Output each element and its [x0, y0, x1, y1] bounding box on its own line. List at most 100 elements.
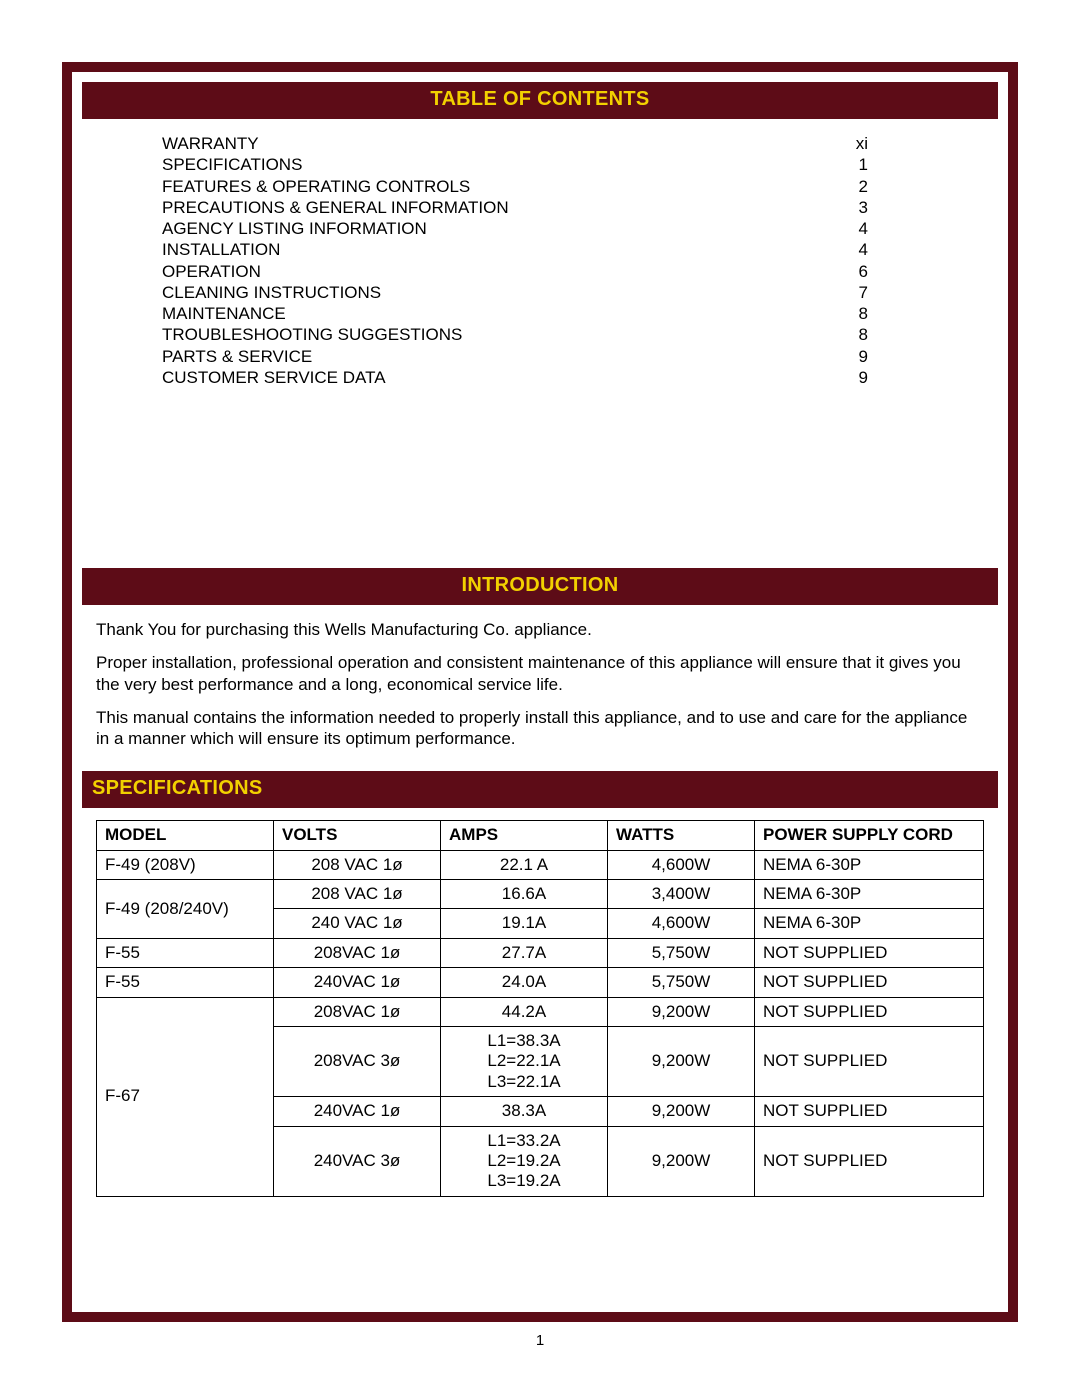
toc-row: OPERATION 6: [162, 261, 868, 282]
cell-volts: 240 VAC 1ø: [274, 909, 441, 938]
toc-label: CLEANING INSTRUCTIONS: [162, 282, 381, 303]
toc-row: CUSTOMER SERVICE DATA 9: [162, 367, 868, 388]
cell-amps: 27.7A: [441, 938, 608, 967]
cell-cord: NOT SUPPLIED: [755, 1126, 984, 1196]
toc-page: 1: [828, 154, 868, 175]
cell-watts: 3,400W: [608, 880, 755, 909]
table-row: F-49 (208/240V)208 VAC 1ø16.6A3,400WNEMA…: [97, 880, 984, 909]
intro-paragraph: Thank You for purchasing this Wells Manu…: [96, 619, 984, 640]
toc-label: AGENCY LISTING INFORMATION: [162, 218, 427, 239]
toc-label: FEATURES & OPERATING CONTROLS: [162, 176, 470, 197]
cell-watts: 9,200W: [608, 997, 755, 1026]
toc-row: CLEANING INSTRUCTIONS 7: [162, 282, 868, 303]
toc-page: 4: [828, 239, 868, 260]
page-frame: TABLE OF CONTENTS WARRANTYxiSPECIFICATIO…: [62, 62, 1018, 1322]
toc-label: WARRANTY: [162, 133, 259, 154]
page-number: 1: [62, 1332, 1018, 1349]
cell-watts: 9,200W: [608, 1097, 755, 1126]
cell-cord: NOT SUPPLIED: [755, 997, 984, 1026]
toc-label: CUSTOMER SERVICE DATA: [162, 367, 386, 388]
cell-cord: NEMA 6-30P: [755, 909, 984, 938]
cell-volts: 240VAC 3ø: [274, 1126, 441, 1196]
cell-volts: 240VAC 1ø: [274, 1097, 441, 1126]
cell-volts: 240VAC 1ø: [274, 968, 441, 997]
cell-volts: 208 VAC 1ø: [274, 880, 441, 909]
toc-page: 2: [828, 176, 868, 197]
table-row: F-55240VAC 1ø24.0A5,750WNOT SUPPLIED: [97, 968, 984, 997]
cell-amps: 24.0A: [441, 968, 608, 997]
cell-amps: 19.1A: [441, 909, 608, 938]
cell-cord: NOT SUPPLIED: [755, 1026, 984, 1096]
col-model: MODEL: [97, 821, 274, 850]
cell-amps: L1=38.3A L2=22.1A L3=22.1A: [441, 1026, 608, 1096]
cell-watts: 9,200W: [608, 1026, 755, 1096]
toc-page: 4: [828, 218, 868, 239]
toc-row: MAINTENANCE 8: [162, 303, 868, 324]
table-row: F-67208VAC 1ø44.2A9,200WNOT SUPPLIED: [97, 997, 984, 1026]
cell-model: F-49 (208V): [97, 850, 274, 879]
toc-row: PARTS & SERVICE 9: [162, 346, 868, 367]
toc-row: AGENCY LISTING INFORMATION 4: [162, 218, 868, 239]
introduction-body: Thank You for purchasing this Wells Manu…: [82, 605, 998, 771]
col-volts: VOLTS: [274, 821, 441, 850]
cell-watts: 4,600W: [608, 850, 755, 879]
cell-cord: NEMA 6-30P: [755, 880, 984, 909]
toc-page: 9: [828, 367, 868, 388]
cell-cord: NEMA 6-30P: [755, 850, 984, 879]
toc: WARRANTYxiSPECIFICATIONS1FEATURES & OPER…: [82, 119, 998, 398]
toc-label: OPERATION: [162, 261, 261, 282]
toc-row: WARRANTY xi: [162, 133, 868, 154]
toc-page: 3: [828, 197, 868, 218]
toc-label: PARTS & SERVICE: [162, 346, 312, 367]
cell-volts: 208VAC 1ø: [274, 938, 441, 967]
page: TABLE OF CONTENTS WARRANTYxiSPECIFICATIO…: [0, 0, 1080, 1397]
intro-paragraph: This manual contains the information nee…: [96, 707, 984, 750]
toc-row: FEATURES & OPERATING CONTROLS 2: [162, 176, 868, 197]
table-row: F-49 (208V)208 VAC 1ø22.1 A4,600WNEMA 6-…: [97, 850, 984, 879]
cell-cord: NOT SUPPLIED: [755, 968, 984, 997]
toc-header: TABLE OF CONTENTS: [82, 82, 998, 119]
introduction-header: INTRODUCTION: [82, 568, 998, 605]
cell-volts: 208VAC 1ø: [274, 997, 441, 1026]
cell-model: F-55: [97, 968, 274, 997]
specifications-header: SPECIFICATIONS: [82, 771, 998, 808]
specifications-table: MODEL VOLTS AMPS WATTS POWER SUPPLY CORD…: [96, 820, 984, 1196]
table-row: F-55208VAC 1ø27.7A5,750WNOT SUPPLIED: [97, 938, 984, 967]
toc-page: 7: [828, 282, 868, 303]
toc-row: TROUBLESHOOTING SUGGESTIONS 8: [162, 324, 868, 345]
cell-model: F-55: [97, 938, 274, 967]
toc-row: SPECIFICATIONS 1: [162, 154, 868, 175]
cell-model: F-49 (208/240V): [97, 880, 274, 939]
cell-amps: 38.3A: [441, 1097, 608, 1126]
cell-volts: 208VAC 3ø: [274, 1026, 441, 1096]
cell-cord: NOT SUPPLIED: [755, 938, 984, 967]
col-amps: AMPS: [441, 821, 608, 850]
cell-model: F-67: [97, 997, 274, 1196]
toc-page: xi: [828, 133, 868, 154]
col-cord: POWER SUPPLY CORD: [755, 821, 984, 850]
spacer: [82, 398, 998, 568]
cell-amps: L1=33.2A L2=19.2A L3=19.2A: [441, 1126, 608, 1196]
cell-cord: NOT SUPPLIED: [755, 1097, 984, 1126]
toc-label: PRECAUTIONS & GENERAL INFORMATION: [162, 197, 509, 218]
cell-watts: 4,600W: [608, 909, 755, 938]
cell-watts: 5,750W: [608, 938, 755, 967]
cell-watts: 9,200W: [608, 1126, 755, 1196]
toc-page: 8: [828, 303, 868, 324]
intro-paragraph: Proper installation, professional operat…: [96, 652, 984, 695]
toc-row: INSTALLATION4: [162, 239, 868, 260]
specifications-table-wrap: MODEL VOLTS AMPS WATTS POWER SUPPLY CORD…: [82, 808, 998, 1196]
toc-page: 9: [828, 346, 868, 367]
toc-row: PRECAUTIONS & GENERAL INFORMATION 3: [162, 197, 868, 218]
cell-amps: 22.1 A: [441, 850, 608, 879]
cell-amps: 44.2A: [441, 997, 608, 1026]
cell-watts: 5,750W: [608, 968, 755, 997]
cell-amps: 16.6A: [441, 880, 608, 909]
toc-label: TROUBLESHOOTING SUGGESTIONS: [162, 324, 462, 345]
cell-volts: 208 VAC 1ø: [274, 850, 441, 879]
table-header-row: MODEL VOLTS AMPS WATTS POWER SUPPLY CORD: [97, 821, 984, 850]
toc-label: MAINTENANCE: [162, 303, 286, 324]
toc-page: 8: [828, 324, 868, 345]
toc-label: SPECIFICATIONS: [162, 154, 302, 175]
toc-page: 6: [828, 261, 868, 282]
